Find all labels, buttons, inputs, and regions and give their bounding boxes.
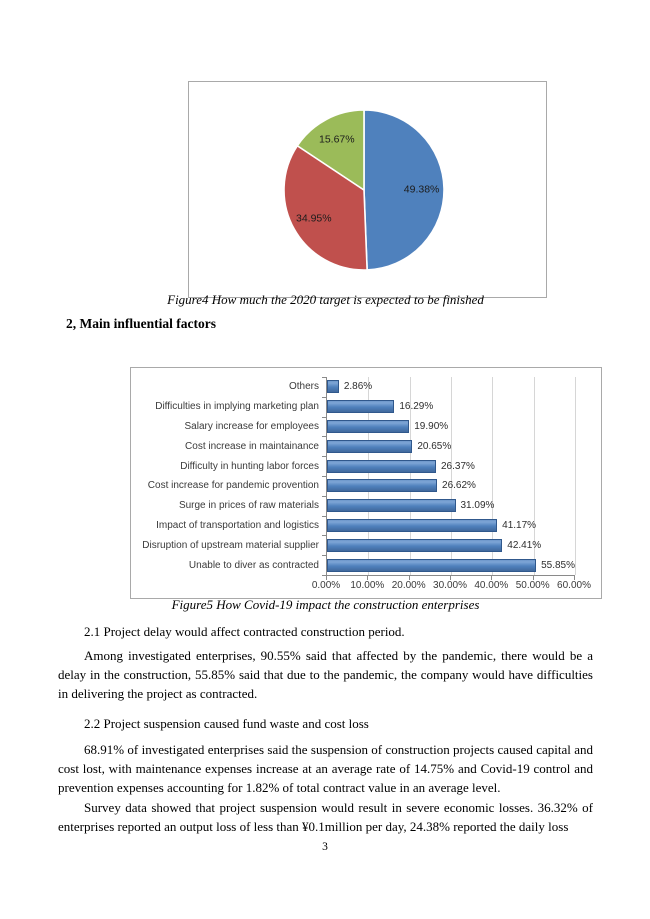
category-tick xyxy=(322,555,326,557)
bar-data-label-2: 19.90% xyxy=(414,420,449,432)
gridline xyxy=(575,377,576,575)
page-number: 3 xyxy=(322,841,328,853)
bar-2 xyxy=(327,419,410,433)
category-tick xyxy=(322,436,326,438)
gridline xyxy=(368,377,370,575)
category-tick xyxy=(322,456,326,458)
bar-row: 19.90% xyxy=(327,417,575,437)
gridline xyxy=(451,377,452,575)
bar-category-label-7: Impact of transportation and logistics xyxy=(156,519,319,531)
bar-data-label-4: 26.37% xyxy=(440,460,475,472)
bar-category-label-5: Cost increase for pandemic provention xyxy=(147,480,319,492)
bar-plot-area: 2.86% 16.29% 19.90% 20.65% 26.37% 26.62% 31.09… xyxy=(326,377,576,576)
x-tick-label-2: 20.00% xyxy=(391,580,426,591)
bar-row: 41.17% xyxy=(327,516,575,536)
bar-row: 55.85% xyxy=(327,555,575,575)
pie-slice-0 xyxy=(363,109,445,271)
pie-chart-canvas: 49.38% 34.95% 15.67% xyxy=(283,109,445,271)
bar-5 xyxy=(327,479,438,493)
bar-category-label-4: Difficulty in hunting labor forces xyxy=(180,460,319,472)
subsection-2-2-title: 2.2 Project suspension caused fund waste… xyxy=(84,716,369,731)
bar-value-axis: 0.00% 10.00% 20.00% 30.00% 40.00% 50.00% 60.00… xyxy=(312,580,591,594)
x-tick-label-1: 10.00% xyxy=(350,580,385,591)
bar-1 xyxy=(327,400,395,414)
bar-row: 26.37% xyxy=(327,456,575,476)
bar-row: 16.29% xyxy=(327,397,575,417)
category-tick xyxy=(322,495,326,497)
bar-data-label-6: 31.09% xyxy=(460,500,495,512)
category-tick xyxy=(322,377,326,378)
bar-data-label-5: 26.62% xyxy=(442,480,476,492)
bar-category-label-6: Surge in prices of raw materials xyxy=(178,500,319,512)
bar-category-axis: Others Difficulties in implying marketing… xyxy=(131,377,319,575)
bar-0 xyxy=(327,380,339,394)
bar-category-label-9: Unable to diver as contracted xyxy=(188,559,319,571)
bar-category-label-2: Salary increase for employees xyxy=(184,420,319,432)
pie-data-label-0: 49.38% xyxy=(404,183,440,195)
bar-row: 31.09% xyxy=(327,496,575,516)
paragraph-survey-losses: Survey data showed that project suspensi… xyxy=(58,800,593,835)
x-tick-label-4: 40.00% xyxy=(474,580,509,591)
x-tick-label-6: 60.00% xyxy=(557,580,591,591)
paragraph-fund-waste: 68.91% of investigated enterprises said … xyxy=(58,742,593,796)
bar-category-label-1: Difficulties in implying marketing plan xyxy=(155,401,319,413)
bar-9 xyxy=(327,558,537,572)
figure4-caption: Figure4 How much the 2020 target is expe… xyxy=(167,292,484,307)
bar-8 xyxy=(327,538,503,552)
bar-row: 20.65% xyxy=(327,436,575,456)
category-tick xyxy=(322,515,326,517)
x-tick-label-3: 30.00% xyxy=(433,580,467,591)
figure5-bar-chart: Others Difficulties in implying marketing… xyxy=(130,367,602,599)
figure4-pie-chart: 49.38% 34.95% 15.67% xyxy=(188,81,547,298)
bar-data-label-1: 16.29% xyxy=(399,401,434,413)
value-axis-tick xyxy=(326,576,327,580)
figure5-caption: Figure5 How Covid-19 impact the construc… xyxy=(171,597,480,612)
category-tick xyxy=(322,396,326,398)
bar-row: 2.86% xyxy=(327,377,575,397)
gridline xyxy=(409,377,411,575)
bar-rows: 2.86% 16.29% 19.90% 20.65% 26.37% 26.62% 31.09… xyxy=(327,377,575,575)
paragraph-project-delay: Among investigated enterprises, 90.55% s… xyxy=(58,648,593,702)
section-heading: 2, Main influential factors xyxy=(66,316,216,331)
bar-category-label-3: Cost increase in maintainance xyxy=(185,440,319,452)
bar-data-label-9: 55.85% xyxy=(541,559,575,571)
bar-data-label-0: 2.86% xyxy=(343,381,373,393)
value-axis-tick xyxy=(408,576,410,580)
bar-6 xyxy=(327,499,456,513)
bar-4 xyxy=(327,459,436,473)
bar-category-label-8: Disruption of upstream material supplier xyxy=(142,539,319,551)
value-axis-tick xyxy=(367,576,369,580)
pie-slice-1 xyxy=(283,144,368,271)
category-tick xyxy=(322,535,326,537)
pie-data-label-1: 34.95% xyxy=(296,213,332,225)
x-tick-label-5: 50.00% xyxy=(515,580,550,591)
bar-data-label-7: 41.17% xyxy=(502,519,537,531)
value-axis-tick xyxy=(450,576,451,580)
subsection-2-1-title: 2.1 Project delay would affect contracte… xyxy=(84,624,405,639)
bar-row: 42.41% xyxy=(327,535,575,555)
bar-row: 26.62% xyxy=(327,476,575,496)
bar-7 xyxy=(327,518,498,532)
bar-data-label-3: 20.65% xyxy=(417,440,452,452)
value-axis-tick xyxy=(532,576,534,580)
bar-data-label-8: 42.41% xyxy=(507,539,542,551)
category-tick xyxy=(322,476,326,477)
gridline xyxy=(492,377,494,575)
pie-data-label-2: 15.67% xyxy=(319,134,355,146)
pie-slice-2 xyxy=(296,109,365,191)
gridline xyxy=(533,377,535,575)
x-tick-label-0: 0.00% xyxy=(311,580,341,591)
bar-category-label-0: Others xyxy=(288,381,319,393)
category-tick xyxy=(322,575,326,576)
bar-3 xyxy=(327,439,413,453)
category-tick xyxy=(322,416,326,418)
value-axis-tick xyxy=(574,576,575,580)
value-axis-tick xyxy=(491,576,493,580)
